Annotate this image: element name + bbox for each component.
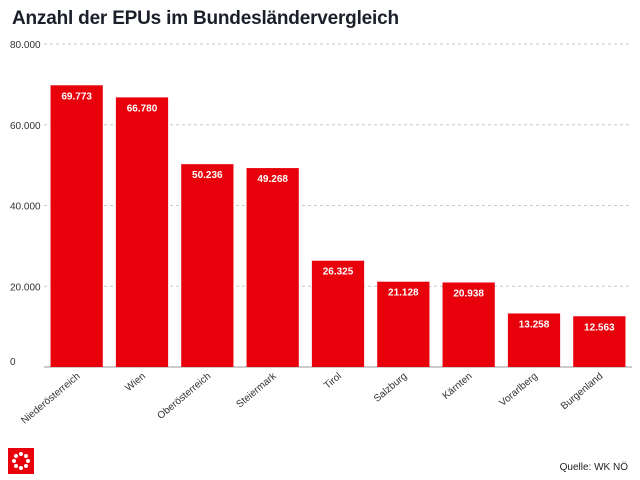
data-label: 50.236 <box>192 170 223 181</box>
bar <box>181 164 234 367</box>
source-note: Quelle: WK NÖ <box>559 462 628 473</box>
y-tick-label: 0 <box>10 357 16 368</box>
x-tick-label: Steiermark <box>234 370 279 410</box>
y-tick-label: 80.000 <box>10 40 41 51</box>
wk-logo-icon <box>8 448 34 474</box>
data-label: 69.773 <box>61 91 92 102</box>
bar <box>246 168 299 367</box>
x-tick-label: Kärnten <box>441 371 475 402</box>
y-tick-label: 20.000 <box>10 282 41 293</box>
bar <box>442 282 495 367</box>
bar <box>311 260 365 367</box>
x-tick-label: Vorarlberg <box>498 371 540 409</box>
bar <box>573 316 626 367</box>
x-tick-label: Wien <box>123 371 148 394</box>
x-tick-label: Salzburg <box>372 371 409 405</box>
data-label: 26.325 <box>323 267 354 278</box>
data-label: 49.268 <box>257 174 288 185</box>
x-tick-label: Niederösterreich <box>19 371 82 427</box>
chart-title: Anzahl der EPUs im Bundesländervergleich <box>12 8 399 29</box>
bar <box>507 313 561 367</box>
bar <box>115 97 169 368</box>
bar <box>377 281 430 367</box>
data-label: 66.780 <box>127 103 158 114</box>
data-label: 13.258 <box>519 319 550 330</box>
x-tick-label: Burgenland <box>559 371 605 412</box>
x-tick-label: Oberösterreich <box>156 371 214 422</box>
data-label: 20.938 <box>453 288 484 299</box>
data-label: 12.563 <box>584 322 615 333</box>
data-label: 21.128 <box>388 288 419 299</box>
bar <box>50 85 103 368</box>
y-tick-label: 40.000 <box>10 202 41 213</box>
x-tick-label: Tirol <box>322 371 344 392</box>
y-tick-label: 60.000 <box>10 121 41 132</box>
